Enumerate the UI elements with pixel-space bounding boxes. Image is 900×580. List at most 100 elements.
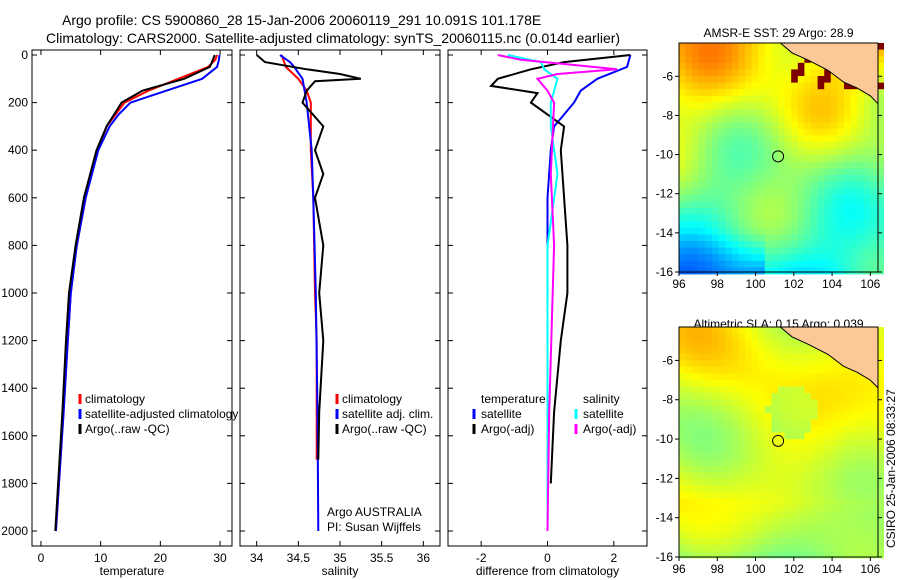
map-cell <box>824 82 832 90</box>
map-cell <box>751 511 759 519</box>
map-cell <box>705 472 713 480</box>
map-cell <box>718 43 726 50</box>
map-cell <box>698 102 706 110</box>
map-cell <box>784 551 792 559</box>
map-cell <box>870 386 878 394</box>
map-cell <box>685 492 693 499</box>
map-cell <box>698 267 706 275</box>
map-cell <box>850 379 858 387</box>
profile-panel-2: 34 34.5 35 35.5 36salinityclimatologysatelli… <box>239 49 441 578</box>
map-cell <box>817 76 825 83</box>
map-cell <box>791 492 799 499</box>
map-cell <box>758 419 766 427</box>
map-cell <box>685 49 693 57</box>
map-cell <box>745 128 752 136</box>
map-cell <box>778 49 785 57</box>
map-cell <box>712 492 719 499</box>
map-cell <box>830 544 838 552</box>
map-cell <box>850 419 858 427</box>
map-cell <box>718 518 726 526</box>
map-cell <box>778 551 785 559</box>
map-cell <box>857 511 865 519</box>
map-cell <box>824 531 832 539</box>
map-cell <box>751 525 759 532</box>
map-cell <box>758 426 766 433</box>
map-cell <box>791 227 799 235</box>
map-cell <box>877 214 884 222</box>
map-cell <box>718 95 726 103</box>
map-cell <box>771 247 779 255</box>
map-cell <box>751 181 759 189</box>
map-cell <box>791 76 799 83</box>
map-cell <box>857 406 865 414</box>
map-cell <box>725 247 733 255</box>
map-cell <box>870 551 878 559</box>
map-cell <box>817 95 825 103</box>
map-cell <box>751 478 759 486</box>
map-cell <box>824 135 832 143</box>
map-cell <box>778 544 785 552</box>
map-cell <box>817 459 825 466</box>
map-cell <box>784 531 792 539</box>
map-cell <box>718 76 726 83</box>
map-cell <box>791 511 799 519</box>
map-cell <box>837 544 845 552</box>
map-cell <box>738 419 746 427</box>
map-cell <box>685 327 693 334</box>
map-cell <box>784 168 792 176</box>
map-cell <box>778 412 785 420</box>
map-cell <box>745 208 752 215</box>
map-cell <box>758 478 766 486</box>
map-cell <box>764 412 772 420</box>
map-cell <box>817 135 825 143</box>
map-cell <box>685 260 693 268</box>
map-cell <box>804 122 812 130</box>
map-cell <box>824 492 832 499</box>
map-cell <box>751 472 759 480</box>
map-cell <box>758 531 766 539</box>
map-cell <box>784 459 792 466</box>
map-cell <box>804 254 812 262</box>
map-cell <box>844 194 851 202</box>
map-cell <box>751 62 759 70</box>
map-cell <box>804 148 812 156</box>
map-cell <box>712 214 719 222</box>
map-cell <box>877 373 884 381</box>
map-cell <box>824 399 832 407</box>
map-cell <box>863 485 871 493</box>
map-cell <box>863 142 871 149</box>
map-cell <box>764 89 772 97</box>
map-cell <box>863 247 871 255</box>
map-cell <box>797 379 805 387</box>
map-cell <box>712 386 719 394</box>
argo-position-marker <box>772 150 785 163</box>
map-cell <box>877 459 884 466</box>
map-cell <box>738 399 746 407</box>
map-cell <box>705 82 713 90</box>
map-cell <box>712 373 719 381</box>
map-cell <box>679 393 686 400</box>
map-cell <box>731 142 739 149</box>
map-cell <box>863 208 871 215</box>
map-cell <box>745 327 752 334</box>
map-cell <box>698 340 706 348</box>
map-cell <box>850 102 858 110</box>
map-cell <box>751 379 759 387</box>
map-cell <box>830 419 838 427</box>
map-cell <box>784 102 792 110</box>
map-cell <box>817 175 825 182</box>
map-cell <box>830 201 838 209</box>
map-title: AMSR-E SST: 29 Argo: 28.9 <box>703 26 853 40</box>
map-cell <box>797 525 805 532</box>
map-cell <box>877 544 884 552</box>
map-cell <box>817 254 825 262</box>
y-tick-label: 0 <box>21 48 28 62</box>
map-cell <box>877 49 884 57</box>
map-cell <box>870 518 878 526</box>
map-cell <box>731 188 739 196</box>
map-cell <box>758 76 766 83</box>
map-cell <box>817 478 825 486</box>
map-cell <box>764 386 772 394</box>
map-cell <box>685 412 693 420</box>
map-cell <box>745 234 752 242</box>
